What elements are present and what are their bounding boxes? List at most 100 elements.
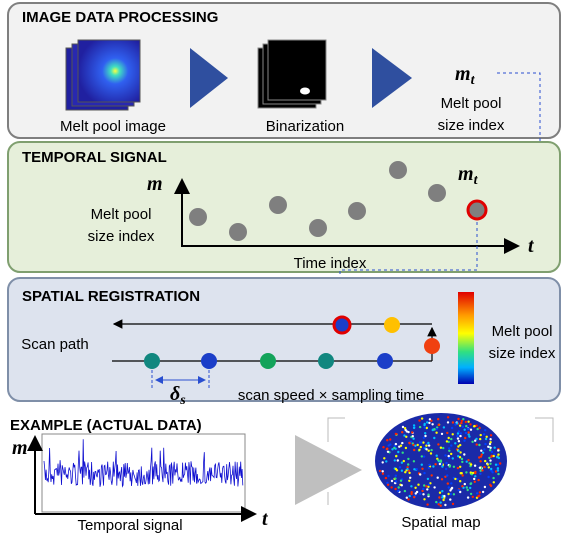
- map-dot: [452, 433, 454, 435]
- map-dot: [427, 486, 429, 488]
- map-dot: [383, 457, 385, 459]
- map-dot: [406, 497, 408, 499]
- map-dot: [490, 468, 492, 470]
- map-dot: [400, 445, 402, 447]
- map-dot: [405, 447, 407, 449]
- map-dot: [489, 459, 491, 461]
- map-dot: [401, 431, 403, 433]
- map-dot: [486, 436, 488, 438]
- map-dot: [395, 433, 397, 435]
- map-dot: [417, 444, 419, 446]
- symbol-subscript: s: [179, 393, 186, 408]
- map-dot: [423, 426, 425, 428]
- binarized-images: [258, 40, 326, 108]
- map-dot: [443, 426, 445, 428]
- map-dot: [480, 450, 482, 452]
- map-dot: [484, 429, 486, 431]
- map-dot: [397, 459, 399, 461]
- map-dot: [426, 488, 428, 490]
- map-dot: [489, 438, 491, 440]
- map-dot: [465, 432, 467, 434]
- map-dot: [422, 441, 424, 443]
- map-dot: [386, 439, 388, 441]
- label: Melt pool image: [60, 118, 166, 135]
- map-dot: [441, 490, 443, 492]
- map-dot: [497, 453, 499, 455]
- label: Scan path: [21, 336, 89, 353]
- map-dot: [423, 484, 425, 486]
- map-dot: [441, 465, 443, 467]
- map-dot: [420, 446, 422, 448]
- map-dot: [495, 464, 497, 466]
- map-dot: [430, 449, 432, 451]
- map-dot: [409, 477, 411, 479]
- map-dot: [461, 420, 463, 422]
- map-dot: [395, 455, 397, 457]
- map-dot: [382, 446, 384, 448]
- map-dot: [477, 495, 479, 497]
- map-dot: [474, 440, 476, 442]
- map-dot: [387, 451, 389, 453]
- map-dot: [449, 498, 451, 500]
- map-dot: [469, 423, 471, 425]
- map-dot: [403, 460, 405, 462]
- map-dot: [474, 481, 476, 483]
- map-dot: [433, 437, 435, 439]
- map-dot: [464, 429, 466, 431]
- map-dot: [467, 496, 469, 498]
- map-dot: [423, 455, 425, 457]
- map-dot: [395, 480, 397, 482]
- map-dot: [475, 425, 477, 427]
- map-dot: [467, 421, 469, 423]
- map-dot: [428, 467, 430, 469]
- axis-label: size index: [88, 228, 155, 245]
- map-dot: [406, 468, 408, 470]
- map-dot: [453, 466, 455, 468]
- map-dot: [435, 432, 437, 434]
- panel-title: SPATIAL REGISTRATION: [22, 288, 200, 305]
- map-dot: [408, 472, 410, 474]
- map-dot: [459, 435, 461, 437]
- map-dot: [427, 494, 429, 496]
- map-dot: [439, 492, 441, 494]
- map-dot: [496, 456, 498, 458]
- map-dot: [437, 459, 439, 461]
- map-dot: [450, 482, 452, 484]
- map-dot: [405, 436, 407, 438]
- panel-title: IMAGE DATA PROCESSING: [22, 9, 218, 26]
- map-dot: [459, 480, 461, 482]
- page: IMAGE DATA PROCESSING Melt pool image Bi…: [0, 0, 566, 533]
- map-dot: [423, 472, 425, 474]
- label: size index: [489, 345, 556, 362]
- map-dot: [457, 450, 459, 452]
- map-dot: [489, 463, 491, 465]
- map-dot: [461, 461, 463, 463]
- map-dot: [401, 462, 403, 464]
- map-dot: [450, 453, 452, 455]
- map-dot: [422, 488, 424, 490]
- map-dot: [436, 428, 438, 430]
- map-dot: [414, 445, 416, 447]
- map-dot: [459, 451, 461, 453]
- map-dot: [485, 438, 487, 440]
- map-dot: [487, 446, 489, 448]
- map-dot: [480, 434, 482, 436]
- map-dot: [428, 450, 430, 452]
- map-dot: [466, 461, 468, 463]
- map-dot: [461, 485, 463, 487]
- map-dot: [428, 444, 430, 446]
- map-dot: [393, 447, 395, 449]
- map-dot: [379, 470, 381, 472]
- map-dot: [402, 452, 404, 454]
- map-dot: [413, 424, 415, 426]
- map-dot: [448, 437, 450, 439]
- map-dot: [497, 449, 499, 451]
- map-dot: [448, 447, 450, 449]
- map-dot: [444, 454, 446, 456]
- label: Temporal signal: [77, 517, 182, 533]
- map-dot: [382, 461, 384, 463]
- map-dot: [435, 501, 437, 503]
- map-dot: [457, 467, 459, 469]
- map-dot: [387, 475, 389, 477]
- map-dot: [395, 475, 397, 477]
